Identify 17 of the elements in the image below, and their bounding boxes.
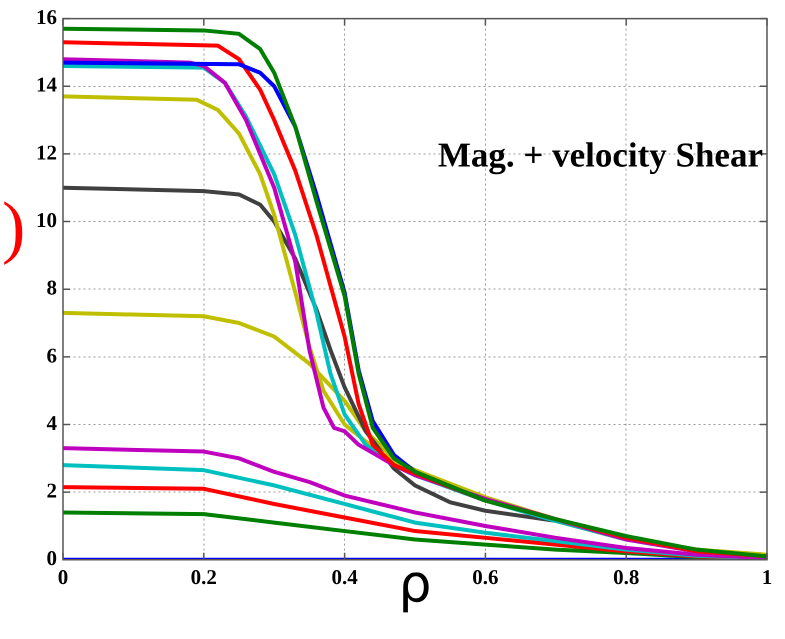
y-tick-label: 8 <box>46 276 57 300</box>
y-tick-label: 10 <box>36 208 57 232</box>
x-axis-title: ρ <box>398 554 432 614</box>
y-tick-label: 0 <box>46 546 57 570</box>
y-axis-title: ) <box>2 189 26 266</box>
y-tick-label: 4 <box>46 410 58 435</box>
x-tick-label: 0.2 <box>190 564 217 589</box>
y-tick-label: 2 <box>46 478 57 503</box>
x-tick-label: 1 <box>762 564 772 589</box>
x-tick-label: 0.8 <box>613 564 640 589</box>
x-tick-label: 0.4 <box>331 564 358 589</box>
y-tick-label: 6 <box>46 343 57 368</box>
y-tick-label: 12 <box>36 140 57 164</box>
y-tick-label: 14 <box>36 72 58 97</box>
y-tick-label: 16 <box>36 5 57 30</box>
x-tick-label: 0.6 <box>472 564 499 589</box>
annotation: Mag. + velocity Shear <box>438 135 763 174</box>
